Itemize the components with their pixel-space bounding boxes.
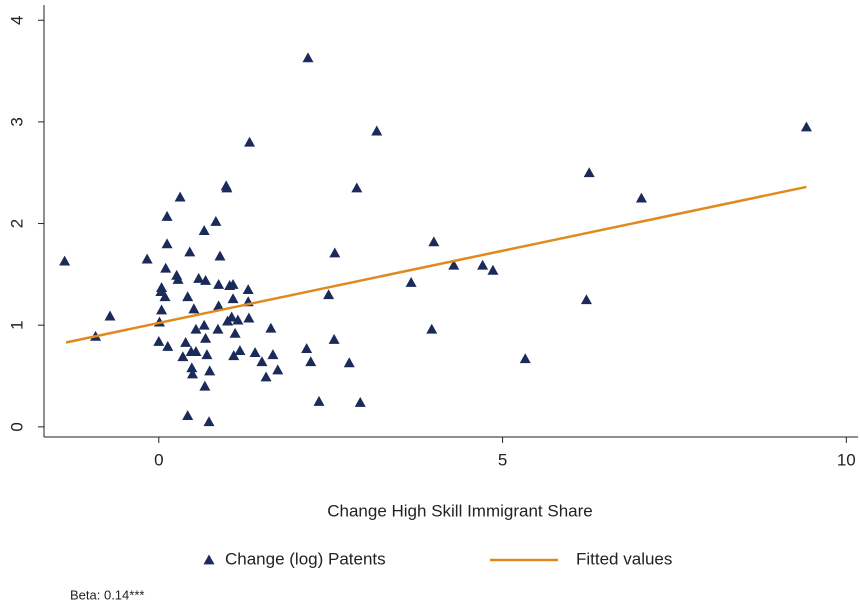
y-tick-label: 3 — [7, 117, 26, 126]
point — [354, 396, 366, 407]
point — [301, 343, 313, 353]
point — [184, 246, 196, 257]
point — [323, 289, 335, 300]
fit-line — [65, 185, 807, 344]
point — [405, 276, 417, 287]
point — [210, 216, 222, 226]
point — [193, 272, 205, 283]
point — [583, 167, 595, 178]
point — [190, 346, 202, 357]
point — [243, 312, 255, 323]
point — [519, 353, 531, 364]
point — [213, 279, 225, 289]
x-tick-label: 10 — [837, 450, 856, 469]
point — [182, 410, 194, 421]
point — [174, 191, 186, 202]
point — [228, 350, 240, 361]
point — [201, 349, 213, 360]
point — [448, 259, 460, 270]
point — [222, 315, 234, 326]
note: Beta: 0.14*** — [70, 587, 144, 602]
point — [428, 236, 440, 247]
point — [160, 262, 172, 273]
point — [580, 294, 592, 305]
point — [213, 300, 225, 311]
point — [313, 395, 325, 406]
point — [59, 255, 71, 266]
legend-label: Change (log) Patents — [225, 549, 386, 568]
point — [198, 319, 210, 330]
point — [249, 347, 261, 358]
x-tick-label: 5 — [498, 450, 507, 469]
y-tick-label: 0 — [7, 422, 26, 431]
point — [159, 291, 171, 302]
point — [214, 250, 226, 261]
point — [212, 323, 224, 334]
point — [487, 264, 499, 275]
point — [351, 182, 363, 193]
point — [153, 335, 165, 346]
point — [203, 416, 215, 427]
point — [172, 273, 184, 284]
point — [156, 282, 168, 292]
point — [371, 125, 383, 136]
point — [188, 303, 200, 314]
point — [190, 323, 202, 334]
point — [182, 291, 194, 302]
x-axis-title: Change High Skill Immigrant Share — [327, 501, 593, 520]
point — [200, 274, 212, 285]
point — [162, 341, 174, 351]
point — [343, 357, 355, 368]
point — [104, 310, 116, 321]
point — [141, 253, 153, 264]
point — [229, 327, 241, 338]
point — [232, 314, 244, 325]
legend-symbol — [203, 554, 215, 565]
point — [272, 364, 284, 375]
point — [265, 322, 277, 333]
point — [256, 356, 268, 367]
point — [199, 380, 211, 391]
point — [186, 362, 198, 373]
point — [244, 136, 256, 147]
point — [177, 351, 189, 362]
point — [260, 371, 272, 382]
point — [161, 238, 173, 249]
point — [305, 356, 317, 367]
point — [187, 368, 198, 379]
x-tick-label: 0 — [154, 450, 163, 469]
y-tick-label: 1 — [7, 320, 26, 329]
y-tick-label: 2 — [7, 219, 26, 228]
point — [800, 121, 812, 132]
point — [329, 247, 341, 258]
point — [220, 180, 232, 191]
point — [161, 210, 173, 221]
point — [180, 336, 192, 347]
point — [267, 349, 279, 360]
point — [227, 293, 239, 304]
legend-label: Fitted values — [576, 549, 672, 568]
point — [234, 345, 246, 355]
point — [426, 323, 438, 334]
point — [328, 333, 340, 344]
point — [198, 225, 210, 236]
point — [302, 52, 314, 63]
point — [242, 284, 254, 295]
y-tick-label: 4 — [7, 16, 26, 25]
point — [156, 304, 168, 315]
point — [155, 286, 167, 297]
point — [635, 192, 647, 203]
point — [477, 259, 489, 270]
point — [204, 365, 216, 376]
point — [227, 279, 239, 289]
point — [200, 332, 212, 343]
